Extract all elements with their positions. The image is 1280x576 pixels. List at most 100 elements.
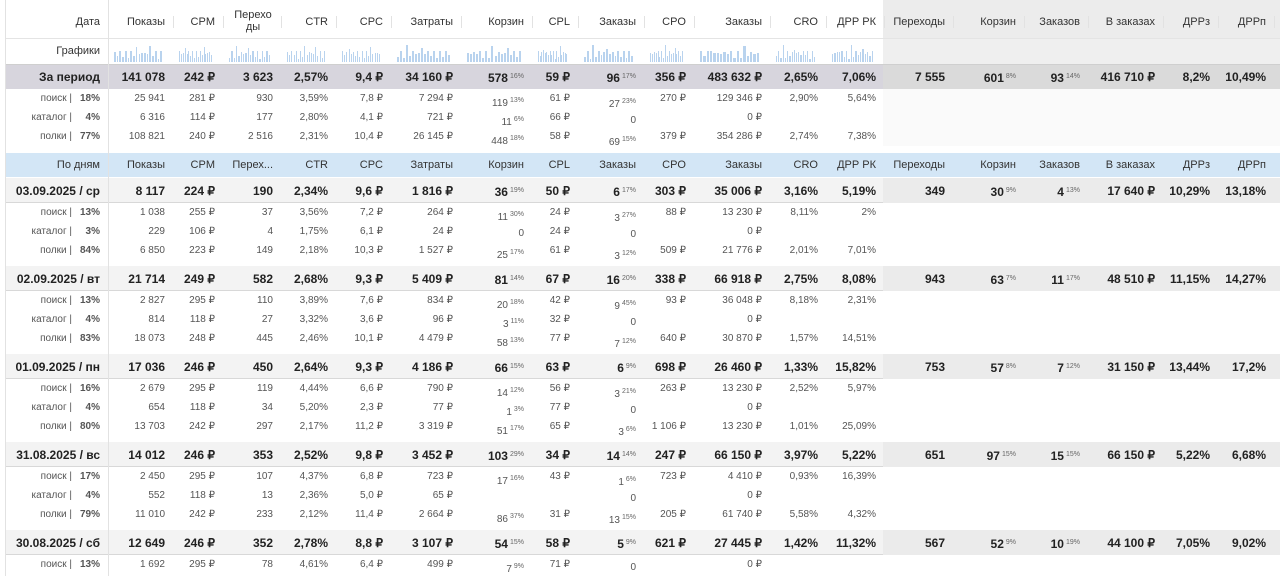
value-cell: 1 106 ₽ [651, 420, 686, 432]
value-cell: 119 13% [492, 93, 524, 109]
sparkline-bar [736, 50, 739, 62]
border [5, 466, 883, 467]
share: 15% [621, 135, 636, 143]
value-cell: 51 17% [497, 421, 524, 437]
sparkline-bar [864, 53, 866, 62]
border [5, 64, 1280, 65]
sparkline-bar [436, 57, 438, 62]
sparkline-bar [124, 50, 127, 62]
sparkline-bar [857, 54, 859, 62]
column-header: CPL [548, 16, 570, 28]
sparkline-bar [114, 51, 116, 62]
sparkline-bar [317, 55, 319, 62]
value-cell: 7,05% [1175, 535, 1210, 550]
value: 7 [1057, 360, 1064, 375]
value-cell: 4 410 ₽ [727, 470, 762, 482]
share: 13% [509, 336, 524, 344]
share: 30% [509, 210, 524, 218]
value-cell: 58 13% [497, 333, 524, 349]
value: 14 [606, 448, 620, 463]
channel-label: каталог | [31, 225, 73, 237]
value-cell: 6,68% [1231, 447, 1266, 462]
sparkline-bar [603, 52, 606, 62]
sparkline-bar [261, 50, 263, 62]
sparkline-bar [753, 53, 756, 62]
value-cell: 13 230 ₽ [722, 382, 762, 394]
sparkline-bar [368, 56, 370, 62]
sparkline-bar [611, 51, 614, 62]
column-header: CRO [793, 16, 818, 28]
value-cell: 34 [261, 401, 273, 413]
sparkline-bar [304, 46, 306, 62]
value-cell: 223 ₽ [189, 244, 215, 256]
value-cell: 255 ₽ [189, 206, 215, 218]
value-cell: 5 409 ₽ [412, 271, 453, 286]
divider [1218, 16, 1219, 28]
value-cell: 58 ₽ [545, 535, 570, 550]
share: 14% [1065, 73, 1080, 80]
sparkline-bar [403, 58, 405, 62]
sparkline-bar [841, 51, 843, 62]
divider [826, 16, 827, 28]
sparkline-bar [476, 54, 479, 62]
value: 66 [494, 360, 508, 375]
value-cell: 247 ₽ [655, 447, 686, 462]
value-cell: 349 [924, 183, 945, 198]
sparkline-bar [236, 45, 238, 62]
value-cell: 8,18% [789, 294, 818, 306]
value-cell: 7 555 [914, 70, 945, 84]
value-cell: 119 [257, 382, 273, 394]
value-cell: 552 [148, 489, 165, 501]
sparkline-bar [592, 45, 595, 62]
value-cell: 21 714 [128, 271, 165, 286]
channel-label: поиск | [40, 294, 72, 306]
sparkline-bar [412, 51, 414, 62]
value: 9 [614, 300, 620, 312]
value-cell: 0 [630, 228, 636, 240]
value-cell: 2,31% [299, 130, 328, 142]
sparkline-bar [839, 51, 841, 62]
sparkline-bar [233, 57, 235, 62]
value-cell: 303 ₽ [655, 183, 686, 198]
value-cell: 11 30% [498, 207, 524, 223]
channel-label: полки | [40, 130, 72, 142]
value-cell: 509 ₽ [660, 244, 686, 256]
value-cell: 2,01% [789, 244, 818, 256]
value: 15 [1050, 448, 1064, 463]
column-header: CPC [359, 16, 383, 28]
value: 13 [608, 514, 620, 526]
value-cell: 4 [267, 225, 273, 237]
divider [694, 16, 695, 28]
value-cell: 4 479 ₽ [418, 332, 453, 344]
value-cell: 263 ₽ [660, 382, 686, 394]
sparkline-bar [776, 56, 778, 62]
sparkline-bar [427, 51, 429, 62]
sparkline-bar [556, 50, 558, 62]
channel-label: полки | [40, 420, 72, 432]
value-cell: 5,22% [841, 447, 876, 462]
sparkline-bar [720, 54, 723, 62]
value: 3 [618, 426, 624, 438]
value-cell: 17,2% [1231, 359, 1266, 374]
sparkline-bar [855, 51, 857, 62]
value-cell: 10,49% [1225, 70, 1266, 84]
sparkline-bar [152, 56, 154, 62]
channel-label: каталог | [31, 401, 73, 413]
value-cell: 6 9% [617, 359, 636, 375]
sparkline-bar [676, 54, 678, 62]
value-cell: 10,3 ₽ [354, 244, 383, 256]
sparkline-bar [800, 54, 802, 62]
value-cell: 34 ₽ [545, 447, 570, 462]
value: 448 [491, 135, 508, 147]
sparkline-bar [197, 57, 199, 62]
value-cell: 13 230 ₽ [722, 420, 762, 432]
share: 18% [509, 134, 524, 142]
value-cell: 37 [261, 206, 273, 218]
value-cell: 10 19% [1051, 535, 1080, 551]
value-cell: 0 [518, 227, 524, 239]
channel-share: 17% [79, 470, 100, 482]
channel-label: поиск | [40, 92, 72, 104]
value-cell: 36 048 ₽ [722, 294, 762, 306]
sparkline-bar [127, 58, 130, 62]
column-header: Показы [126, 159, 165, 171]
